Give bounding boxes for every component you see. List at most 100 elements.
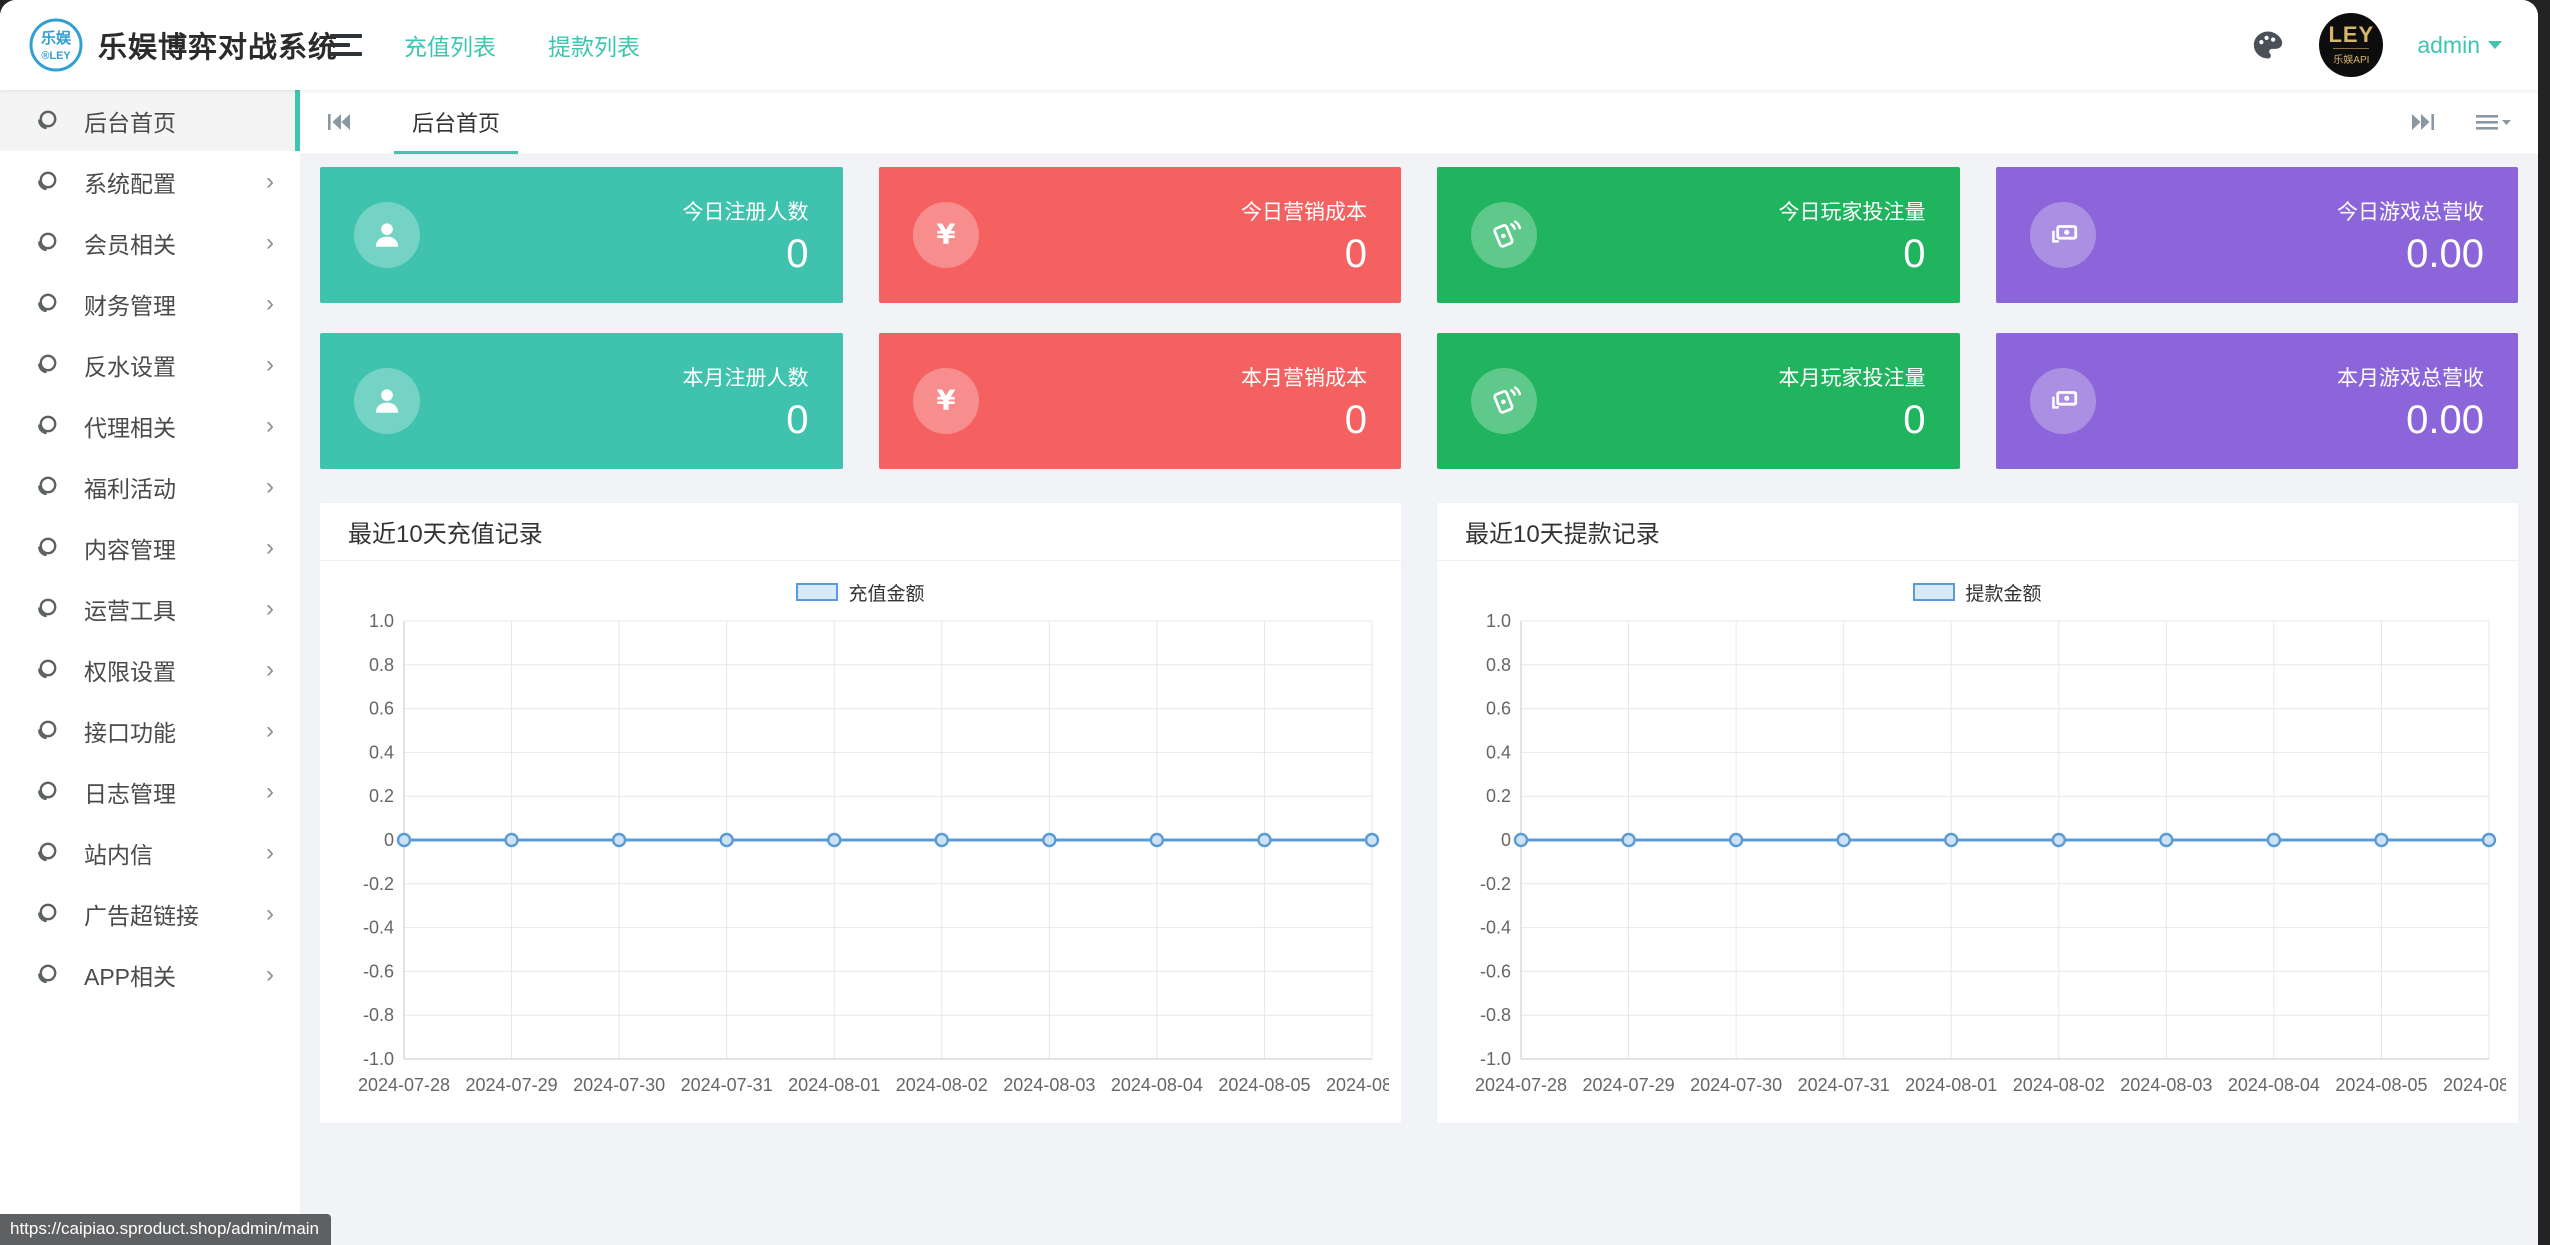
sidebar-item-6[interactable]: 福利活动 › bbox=[0, 456, 300, 517]
circle-icon bbox=[38, 232, 57, 251]
stat-label: 本月玩家投注量 bbox=[1778, 367, 1926, 390]
svg-text:2024-08-05: 2024-08-05 bbox=[1218, 1075, 1310, 1095]
top-header: 乐娱 ®LEY 乐娱博弈对战系统 充值列表 提款列表 LEY 乐娱API bbox=[0, 0, 2538, 90]
chevron-right-icon: › bbox=[266, 777, 274, 805]
stat-value: 0 bbox=[1344, 232, 1367, 276]
svg-text:2024-07-30: 2024-07-30 bbox=[573, 1075, 665, 1095]
tab-label: 后台首页 bbox=[412, 111, 501, 136]
tabs-scroll-right-icon[interactable] bbox=[2410, 110, 2436, 134]
app-logo-icon: 乐娱 ®LEY bbox=[29, 18, 83, 72]
sidebar-item-label: 福利活动 bbox=[84, 475, 176, 502]
svg-text:0.4: 0.4 bbox=[1486, 742, 1511, 762]
svg-text:2024-07-28: 2024-07-28 bbox=[358, 1075, 450, 1095]
svg-text:-0.2: -0.2 bbox=[1480, 874, 1511, 894]
circle-icon bbox=[38, 964, 57, 983]
svg-text:0: 0 bbox=[384, 830, 394, 850]
stat-card-1: 今日营销成本 0 bbox=[878, 167, 1401, 303]
sidebar-item-2[interactable]: 会员相关 › bbox=[0, 212, 300, 273]
nav-recharge-list[interactable]: 充值列表 bbox=[404, 34, 496, 60]
sidebar-item-8[interactable]: 运营工具 › bbox=[0, 578, 300, 639]
withdraw-chart-title: 最近10天提款记录 bbox=[1465, 521, 1660, 548]
sidebar-item-label: 广告超链接 bbox=[84, 902, 199, 929]
stat-value: 0 bbox=[1344, 398, 1367, 442]
stat-card-5: 本月营销成本 0 bbox=[878, 333, 1401, 469]
sidebar-item-label: 后台首页 bbox=[84, 109, 176, 136]
stat-value: 0 bbox=[786, 232, 809, 276]
sidebar-item-9[interactable]: 权限设置 › bbox=[0, 639, 300, 700]
sidebar-item-11[interactable]: 日志管理 › bbox=[0, 761, 300, 822]
chevron-right-icon: › bbox=[266, 960, 274, 988]
stat-card-7: 本月游戏总营收 0.00 bbox=[1995, 333, 2518, 469]
recharge-chart-legend[interactable]: 充值金额 bbox=[332, 577, 1389, 607]
stat-label: 今日玩家投注量 bbox=[1778, 201, 1926, 224]
svg-text:-0.4: -0.4 bbox=[1480, 918, 1511, 938]
theme-palette-icon[interactable] bbox=[2251, 28, 2285, 62]
user-avatar[interactable]: LEY 乐娱API bbox=[2319, 13, 2384, 77]
sidebar-item-13[interactable]: 广告超链接 › bbox=[0, 883, 300, 944]
sidebar-item-7[interactable]: 内容管理 › bbox=[0, 517, 300, 578]
svg-text:0.2: 0.2 bbox=[1486, 786, 1511, 806]
svg-text:2024-08-04: 2024-08-04 bbox=[1111, 1075, 1203, 1095]
chevron-right-icon: › bbox=[266, 838, 274, 866]
circle-icon bbox=[38, 842, 57, 861]
dashboard-content: 今日注册人数 0 今日营销成本 0 今日玩家投注量 0 今日游戏总营收 0.00 本月注册人数 0… bbox=[300, 155, 2538, 1123]
svg-text:0.6: 0.6 bbox=[1486, 699, 1511, 719]
withdraw-chart-legend[interactable]: 提款金额 bbox=[1449, 577, 2506, 607]
circle-icon bbox=[38, 171, 57, 190]
svg-text:2024-08-01: 2024-08-01 bbox=[788, 1075, 880, 1095]
svg-text:0: 0 bbox=[1501, 830, 1511, 850]
stat-label: 本月注册人数 bbox=[682, 367, 809, 390]
sidebar-item-12[interactable]: 站内信 › bbox=[0, 822, 300, 883]
withdraw-chart-panel: 最近10天提款记录 提款金额 1.0 0.8 0.6 0.4 0.2 0 -0.2 -0.4 -… bbox=[1437, 503, 2535, 1123]
svg-text:2024-08-03: 2024-08-03 bbox=[2120, 1075, 2212, 1095]
bet-icon bbox=[1471, 368, 1537, 434]
stat-value: 0 bbox=[1903, 398, 1926, 442]
chevron-right-icon: › bbox=[266, 350, 274, 378]
sidebar-item-label: 会员相关 bbox=[84, 231, 176, 258]
recharge-chart-panel: 最近10天充值记录 充值金额 1.0 0.8 0.6 0.4 0.2 0 -0.2 -0.4 -… bbox=[320, 503, 1418, 1123]
sidebar-item-3[interactable]: 财务管理 › bbox=[0, 273, 300, 334]
sidebar-toggle-icon[interactable] bbox=[330, 29, 364, 61]
tabs-menu-icon[interactable] bbox=[2476, 110, 2512, 134]
sidebar-item-5[interactable]: 代理相关 › bbox=[0, 395, 300, 456]
nav-withdraw-list[interactable]: 提款列表 bbox=[548, 34, 640, 60]
legend-swatch bbox=[796, 583, 839, 601]
sidebar-item-0[interactable]: 后台首页 bbox=[0, 90, 300, 151]
svg-text:2024-08-01: 2024-08-01 bbox=[1905, 1075, 1997, 1095]
sidebar-item-1[interactable]: 系统配置 › bbox=[0, 151, 300, 212]
stat-cards: 今日注册人数 0 今日营销成本 0 今日玩家投注量 0 今日游戏总营收 0.00 本月注册人数 0… bbox=[320, 167, 2518, 469]
recharge-line-chart: 1.0 0.8 0.6 0.4 0.2 0 -0.2 -0.4 -0.6 -0.8 -1.0 2024… bbox=[358, 611, 1418, 1095]
sidebar-item-label: 日志管理 bbox=[84, 780, 176, 807]
svg-text:2024-07-28: 2024-07-28 bbox=[1475, 1075, 1567, 1095]
svg-text:2024-08-03: 2024-08-03 bbox=[1003, 1075, 1095, 1095]
svg-text:0.6: 0.6 bbox=[369, 699, 394, 719]
withdraw-line-chart: 1.0 0.8 0.6 0.4 0.2 0 -0.2 -0.4 -0.6 -0.8 -1.0 2024… bbox=[1475, 611, 2535, 1095]
svg-text:-1.0: -1.0 bbox=[363, 1049, 394, 1069]
sidebar-item-14[interactable]: APP相关 › bbox=[0, 944, 300, 1005]
stat-label: 今日注册人数 bbox=[682, 201, 809, 224]
svg-text:-0.8: -0.8 bbox=[363, 1005, 394, 1025]
tab-dashboard[interactable]: 后台首页 bbox=[386, 90, 526, 154]
sidebar-item-label: 运营工具 bbox=[84, 597, 176, 624]
stat-value: 0 bbox=[786, 398, 809, 442]
sidebar-item-label: 站内信 bbox=[84, 841, 153, 868]
sidebar-item-10[interactable]: 接口功能 › bbox=[0, 700, 300, 761]
avatar-text: LEY bbox=[2328, 22, 2375, 47]
svg-text:0.4: 0.4 bbox=[369, 742, 394, 762]
logo-area: 乐娱 ®LEY 乐娱博弈对战系统 bbox=[0, 0, 337, 90]
svg-text:2024-08-05: 2024-08-05 bbox=[2335, 1075, 2427, 1095]
stat-label: 本月营销成本 bbox=[1241, 367, 1367, 390]
sidebar: 后台首页 系统配置 › 会员相关 › 财务管理 › 反水设置 › 代理相关 › 福利活动 › 内容管理 › 运… bbox=[0, 90, 300, 1245]
svg-text:乐娱: 乐娱 bbox=[41, 29, 72, 47]
user-menu[interactable]: admin bbox=[2417, 32, 2502, 59]
sidebar-item-label: 财务管理 bbox=[84, 292, 176, 319]
chevron-right-icon: › bbox=[266, 899, 274, 927]
header-right: LEY 乐娱API admin bbox=[2251, 13, 2538, 77]
tabbar: 后台首页 bbox=[300, 90, 2538, 155]
yen-icon bbox=[912, 202, 979, 268]
chevron-down-icon bbox=[2488, 41, 2502, 49]
tabs-scroll-left-icon[interactable] bbox=[326, 110, 352, 134]
chevron-right-icon: › bbox=[266, 228, 274, 256]
sidebar-item-4[interactable]: 反水设置 › bbox=[0, 334, 300, 395]
stat-label: 本月游戏总营收 bbox=[2337, 367, 2484, 390]
